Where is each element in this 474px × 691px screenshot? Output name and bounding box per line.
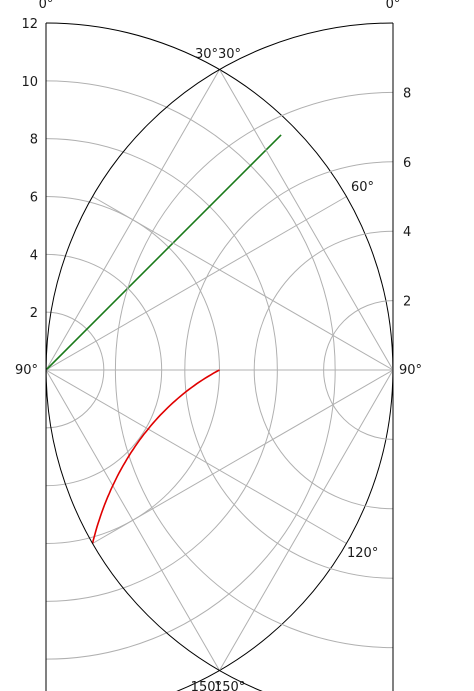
r-tick-label: 8 xyxy=(30,133,38,148)
theta-tick-label: 120° xyxy=(347,546,378,561)
r-tick-label: 12 xyxy=(21,17,38,32)
polar-axes-right: 2 4 6 8 0° 30° 60° 90° 120° 150° xyxy=(45,0,422,691)
theta-tick-label: 0° xyxy=(386,0,401,12)
outer-arc xyxy=(45,22,394,691)
theta-tick-label: 150° xyxy=(191,680,222,691)
grid-spoke xyxy=(219,69,393,371)
grid-spoke xyxy=(92,369,393,544)
theta-tick-label: 30° xyxy=(195,47,218,62)
r-tick-label: 4 xyxy=(30,248,38,263)
theta-tick-label: 150° xyxy=(214,680,245,691)
polar-axes-left: 2 4 6 8 10 120° 30° 90° 150° xyxy=(15,0,394,691)
r-tick-label: 6 xyxy=(403,156,411,171)
grid-spoke xyxy=(46,369,347,544)
r-tick-label: 2 xyxy=(403,295,411,310)
theta-tick-label: 90° xyxy=(399,363,422,378)
r-tick-label: 2 xyxy=(30,306,38,321)
grid-spoke xyxy=(219,369,393,671)
grid-spoke xyxy=(46,196,347,371)
r-tick-label: 8 xyxy=(403,86,411,101)
series-line xyxy=(46,134,282,371)
theta-tick-label: 90° xyxy=(15,363,38,378)
series-line xyxy=(91,369,220,544)
r-tick-label: 10 xyxy=(21,75,38,90)
grid-spoke xyxy=(92,196,393,371)
theta-tick-label: 60° xyxy=(351,180,374,195)
theta-tick-label: 0° xyxy=(39,0,54,12)
theta-tick-label: 30° xyxy=(218,47,241,62)
r-tick-label: 4 xyxy=(403,225,411,240)
grid-layer xyxy=(46,23,393,691)
r-tick-label: 6 xyxy=(30,191,38,206)
